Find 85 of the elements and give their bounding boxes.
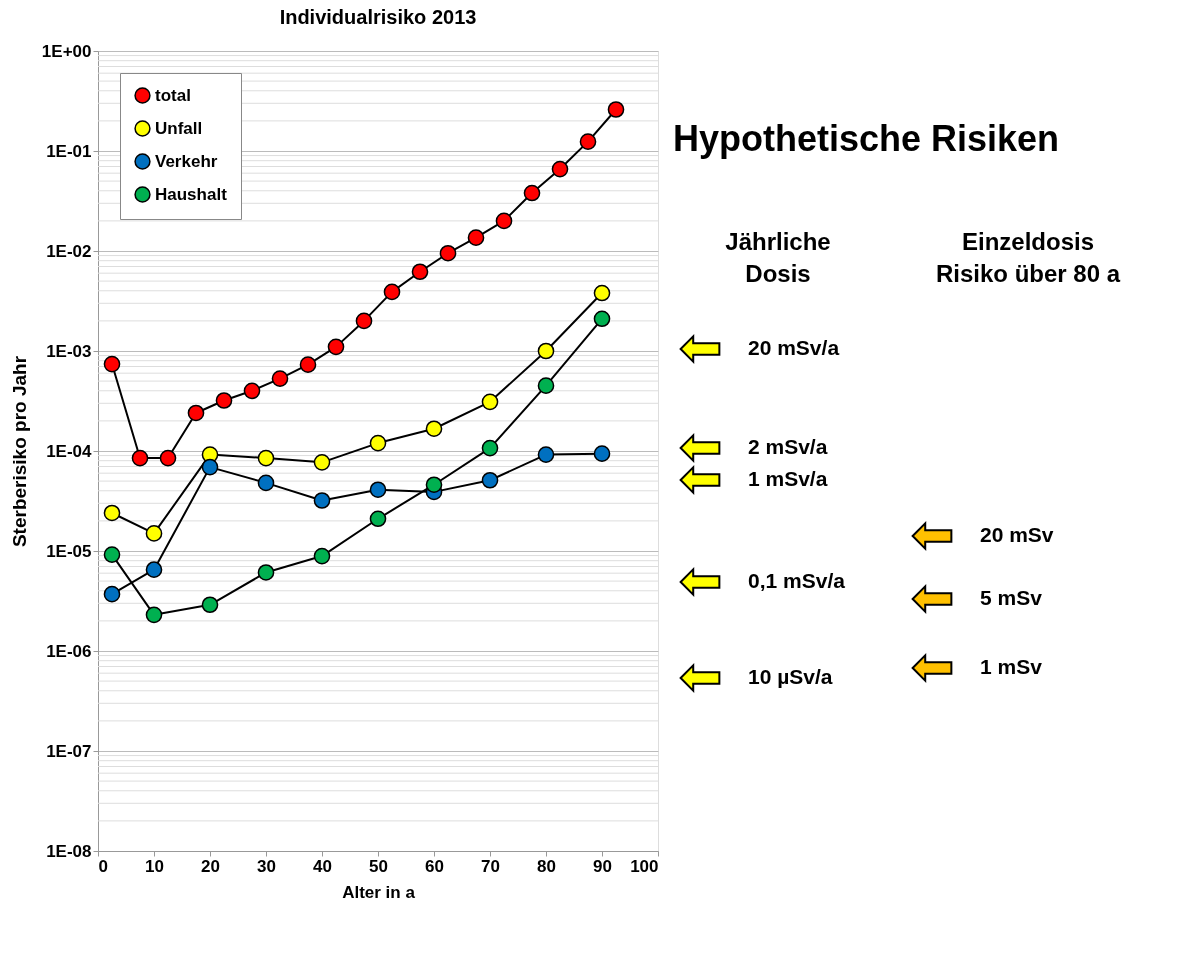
- point: [383, 283, 401, 301]
- point: [537, 446, 555, 463]
- point: [257, 449, 275, 467]
- x-tick-label: 10: [145, 856, 164, 876]
- y-tick-label: 1E-02: [46, 241, 92, 261]
- x-tick-label: 80: [537, 856, 556, 876]
- text: Hypothetische Risiken: [673, 118, 1060, 159]
- point: [593, 310, 611, 328]
- y-tick-label: 1E-05: [46, 541, 92, 561]
- x-tick-label: 40: [313, 856, 332, 876]
- point: [369, 434, 387, 452]
- text: 1 mSv: [980, 655, 1043, 678]
- point: [159, 449, 177, 467]
- text: 1 mSv/a: [748, 467, 828, 490]
- point: [467, 229, 485, 246]
- point: [369, 510, 387, 528]
- text: 20 mSv: [980, 523, 1054, 546]
- point: [257, 564, 275, 581]
- x-tick-label: 0: [98, 856, 108, 876]
- x-tick-label: 90: [593, 856, 612, 876]
- point: [411, 263, 429, 281]
- text: Jährliche Dosis: [725, 228, 831, 288]
- point: [313, 547, 331, 565]
- point: [313, 454, 331, 471]
- chart-title: Individualrisiko 2013: [279, 6, 477, 28]
- x-tick-label: 30: [257, 856, 276, 876]
- point: [551, 160, 569, 178]
- point: [103, 546, 121, 563]
- point: [201, 458, 219, 476]
- y-axis-title: Sterberisiko pro Jahr: [8, 355, 30, 548]
- legend-label: Unfall: [155, 118, 203, 138]
- point: [215, 392, 233, 409]
- point: [201, 596, 219, 614]
- point: [145, 606, 163, 624]
- point: [579, 133, 597, 150]
- text: 2 mSv/a: [748, 435, 828, 458]
- x-tick-label: 100: [630, 856, 659, 876]
- point: [145, 561, 163, 579]
- point: [481, 471, 499, 489]
- point: [243, 382, 261, 400]
- point: [103, 504, 121, 522]
- point: [271, 370, 289, 387]
- text: 5 mSv: [980, 586, 1043, 609]
- x-tick-label: 70: [481, 856, 500, 876]
- point: [481, 393, 499, 411]
- point: [327, 338, 345, 356]
- point: [523, 184, 541, 202]
- point: [537, 342, 555, 360]
- y-tick-label: 1E-08: [46, 841, 92, 861]
- text: 10 µSv/a: [748, 665, 833, 688]
- y-tick-label: 1E-01: [46, 141, 92, 161]
- point: [481, 439, 499, 457]
- point: [593, 445, 611, 463]
- legend-label: Verkehr: [155, 151, 218, 171]
- point: [187, 404, 205, 422]
- text: 0,1 mSv/a: [748, 569, 846, 592]
- point: [537, 377, 555, 394]
- point: [495, 212, 513, 230]
- point: [593, 284, 611, 302]
- x-tick-label: 50: [369, 856, 388, 876]
- point: [607, 101, 625, 118]
- point: [103, 355, 121, 373]
- text: 20 mSv/a: [748, 336, 840, 359]
- y-tick-label: 1E-03: [46, 341, 92, 361]
- legend-label: total: [155, 85, 191, 105]
- point: [145, 525, 163, 542]
- point: [103, 585, 121, 603]
- point: [425, 420, 443, 438]
- y-tick-label: 1E-06: [46, 641, 92, 661]
- point: [425, 476, 443, 494]
- point: [313, 492, 331, 509]
- x-axis-title: Alter in a: [342, 882, 416, 902]
- y-tick-label: 1E+00: [41, 41, 92, 61]
- x-tick-label: 20: [201, 856, 220, 876]
- x-tick-label: 60: [425, 856, 444, 876]
- point: [355, 312, 373, 330]
- point: [257, 474, 275, 492]
- text: Einzeldosis Risiko über 80 a: [935, 228, 1121, 288]
- y-tick-label: 1E-07: [46, 741, 92, 761]
- point: [439, 244, 457, 262]
- legend-label: Haushalt: [155, 184, 228, 204]
- point: [369, 481, 387, 499]
- y-tick-label: 1E-04: [46, 441, 93, 461]
- point: [131, 449, 149, 467]
- point: [299, 356, 317, 373]
